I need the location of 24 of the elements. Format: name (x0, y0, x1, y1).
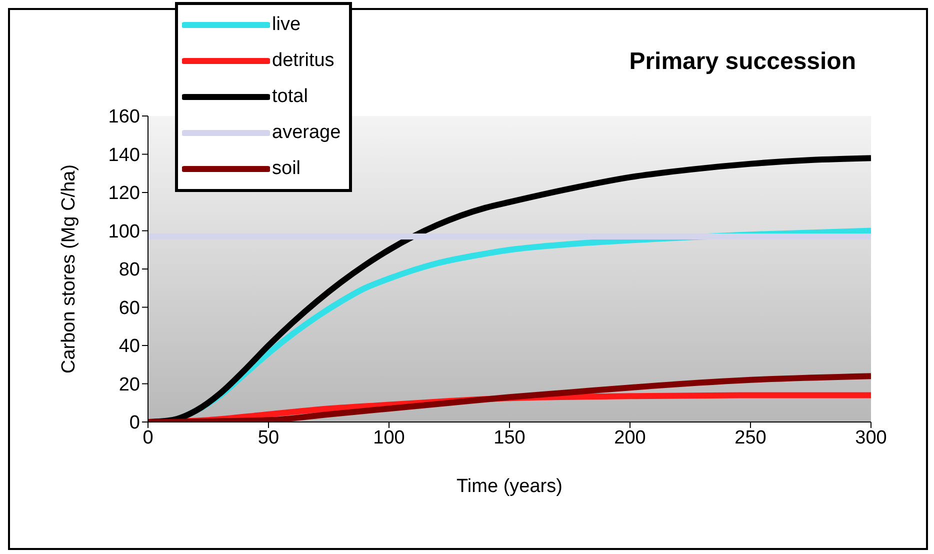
chart-title: Primary succession (629, 48, 856, 76)
x-tick-label: 200 (614, 427, 646, 448)
x-tick-label: 300 (855, 427, 887, 448)
y-axis-title: Carbon stores (Mg C/ha) (58, 164, 80, 374)
legend-label: total (272, 86, 308, 108)
y-tick-label: 120 (108, 183, 140, 204)
legend-label: soil (272, 158, 301, 180)
legend-label: detritus (272, 50, 334, 72)
x-tick-label: 250 (734, 427, 766, 448)
y-tick-label: 140 (108, 144, 140, 166)
x-tick-label: 0 (142, 427, 154, 448)
y-tick-label: 20 (118, 374, 140, 396)
x-tick-label: 50 (258, 427, 280, 448)
y-tick-label: 0 (129, 412, 140, 434)
legend-label: average (272, 122, 341, 144)
y-tick-label: 160 (108, 106, 140, 128)
y-tick-label: 60 (118, 298, 140, 319)
x-axis-title: Time (years) (456, 476, 562, 497)
y-tick-label: 40 (118, 336, 140, 358)
y-tick-label: 80 (118, 260, 140, 281)
y-tick-label: 100 (108, 221, 140, 242)
x-tick-label: 100 (373, 427, 405, 448)
legend-label: live (272, 14, 301, 36)
x-tick-label: 150 (494, 427, 526, 448)
